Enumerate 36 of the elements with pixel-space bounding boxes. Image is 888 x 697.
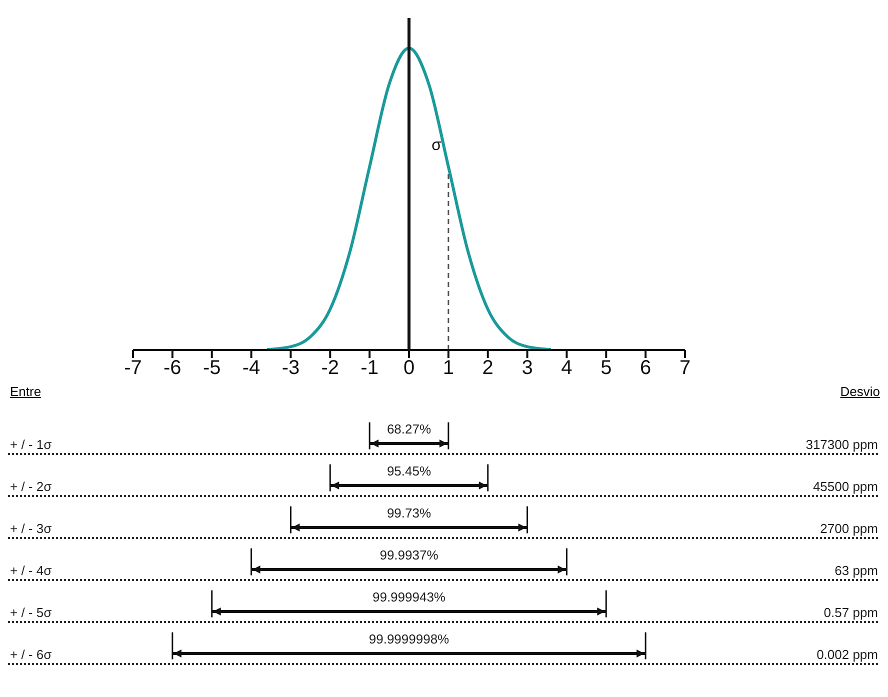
text: 317300 ppm [806,437,878,452]
annotation: 99.9937% [380,548,439,562]
x-tick-label: -1 [360,357,378,380]
y-tick-label: + / - 1σ [10,437,52,452]
x-tick-label: 6 [640,357,652,380]
x-tick-label: 1 [442,357,454,380]
x-tick-label: 2 [482,357,494,380]
text: 2700 ppm [820,521,878,536]
y-tick-label: + / - 4σ [10,563,52,578]
ref-line-label: σ [431,136,442,154]
x-tick-label: 3 [522,357,533,380]
x-tick-label: -6 [164,357,182,380]
x-tick-label: -7 [124,357,142,380]
text: Desvio [840,384,880,399]
x-tick-label: -3 [282,357,300,380]
text: 63 ppm [834,563,878,578]
x-tick-label: -2 [321,357,340,380]
x-tick-label: -5 [202,357,221,380]
x-tick-label: 0 [403,357,415,380]
annotation: 68.27% [386,422,432,436]
x-tick-label: -4 [242,357,260,380]
annotation: 99.73% [386,506,432,520]
y-tick-label: + / - 6σ [10,647,52,662]
y-tick-label: + / - 3σ [10,521,52,536]
x-tick-label: 5 [600,357,612,380]
y-tick-label: + / - 5σ [10,605,52,620]
text: 0.57 ppm [824,605,878,620]
text: Entre [10,384,42,399]
y-tick-label: + / - 2σ [10,479,52,494]
x-tick-label: 7 [679,357,691,380]
text: 45500 ppm [812,479,878,494]
x-tick-label: 4 [561,357,572,380]
annotation: 99.9999998% [368,632,450,646]
text: 0.002 ppm [816,647,878,662]
annotation: 95.45% [386,464,432,478]
annotation: 99.999943% [372,590,446,604]
